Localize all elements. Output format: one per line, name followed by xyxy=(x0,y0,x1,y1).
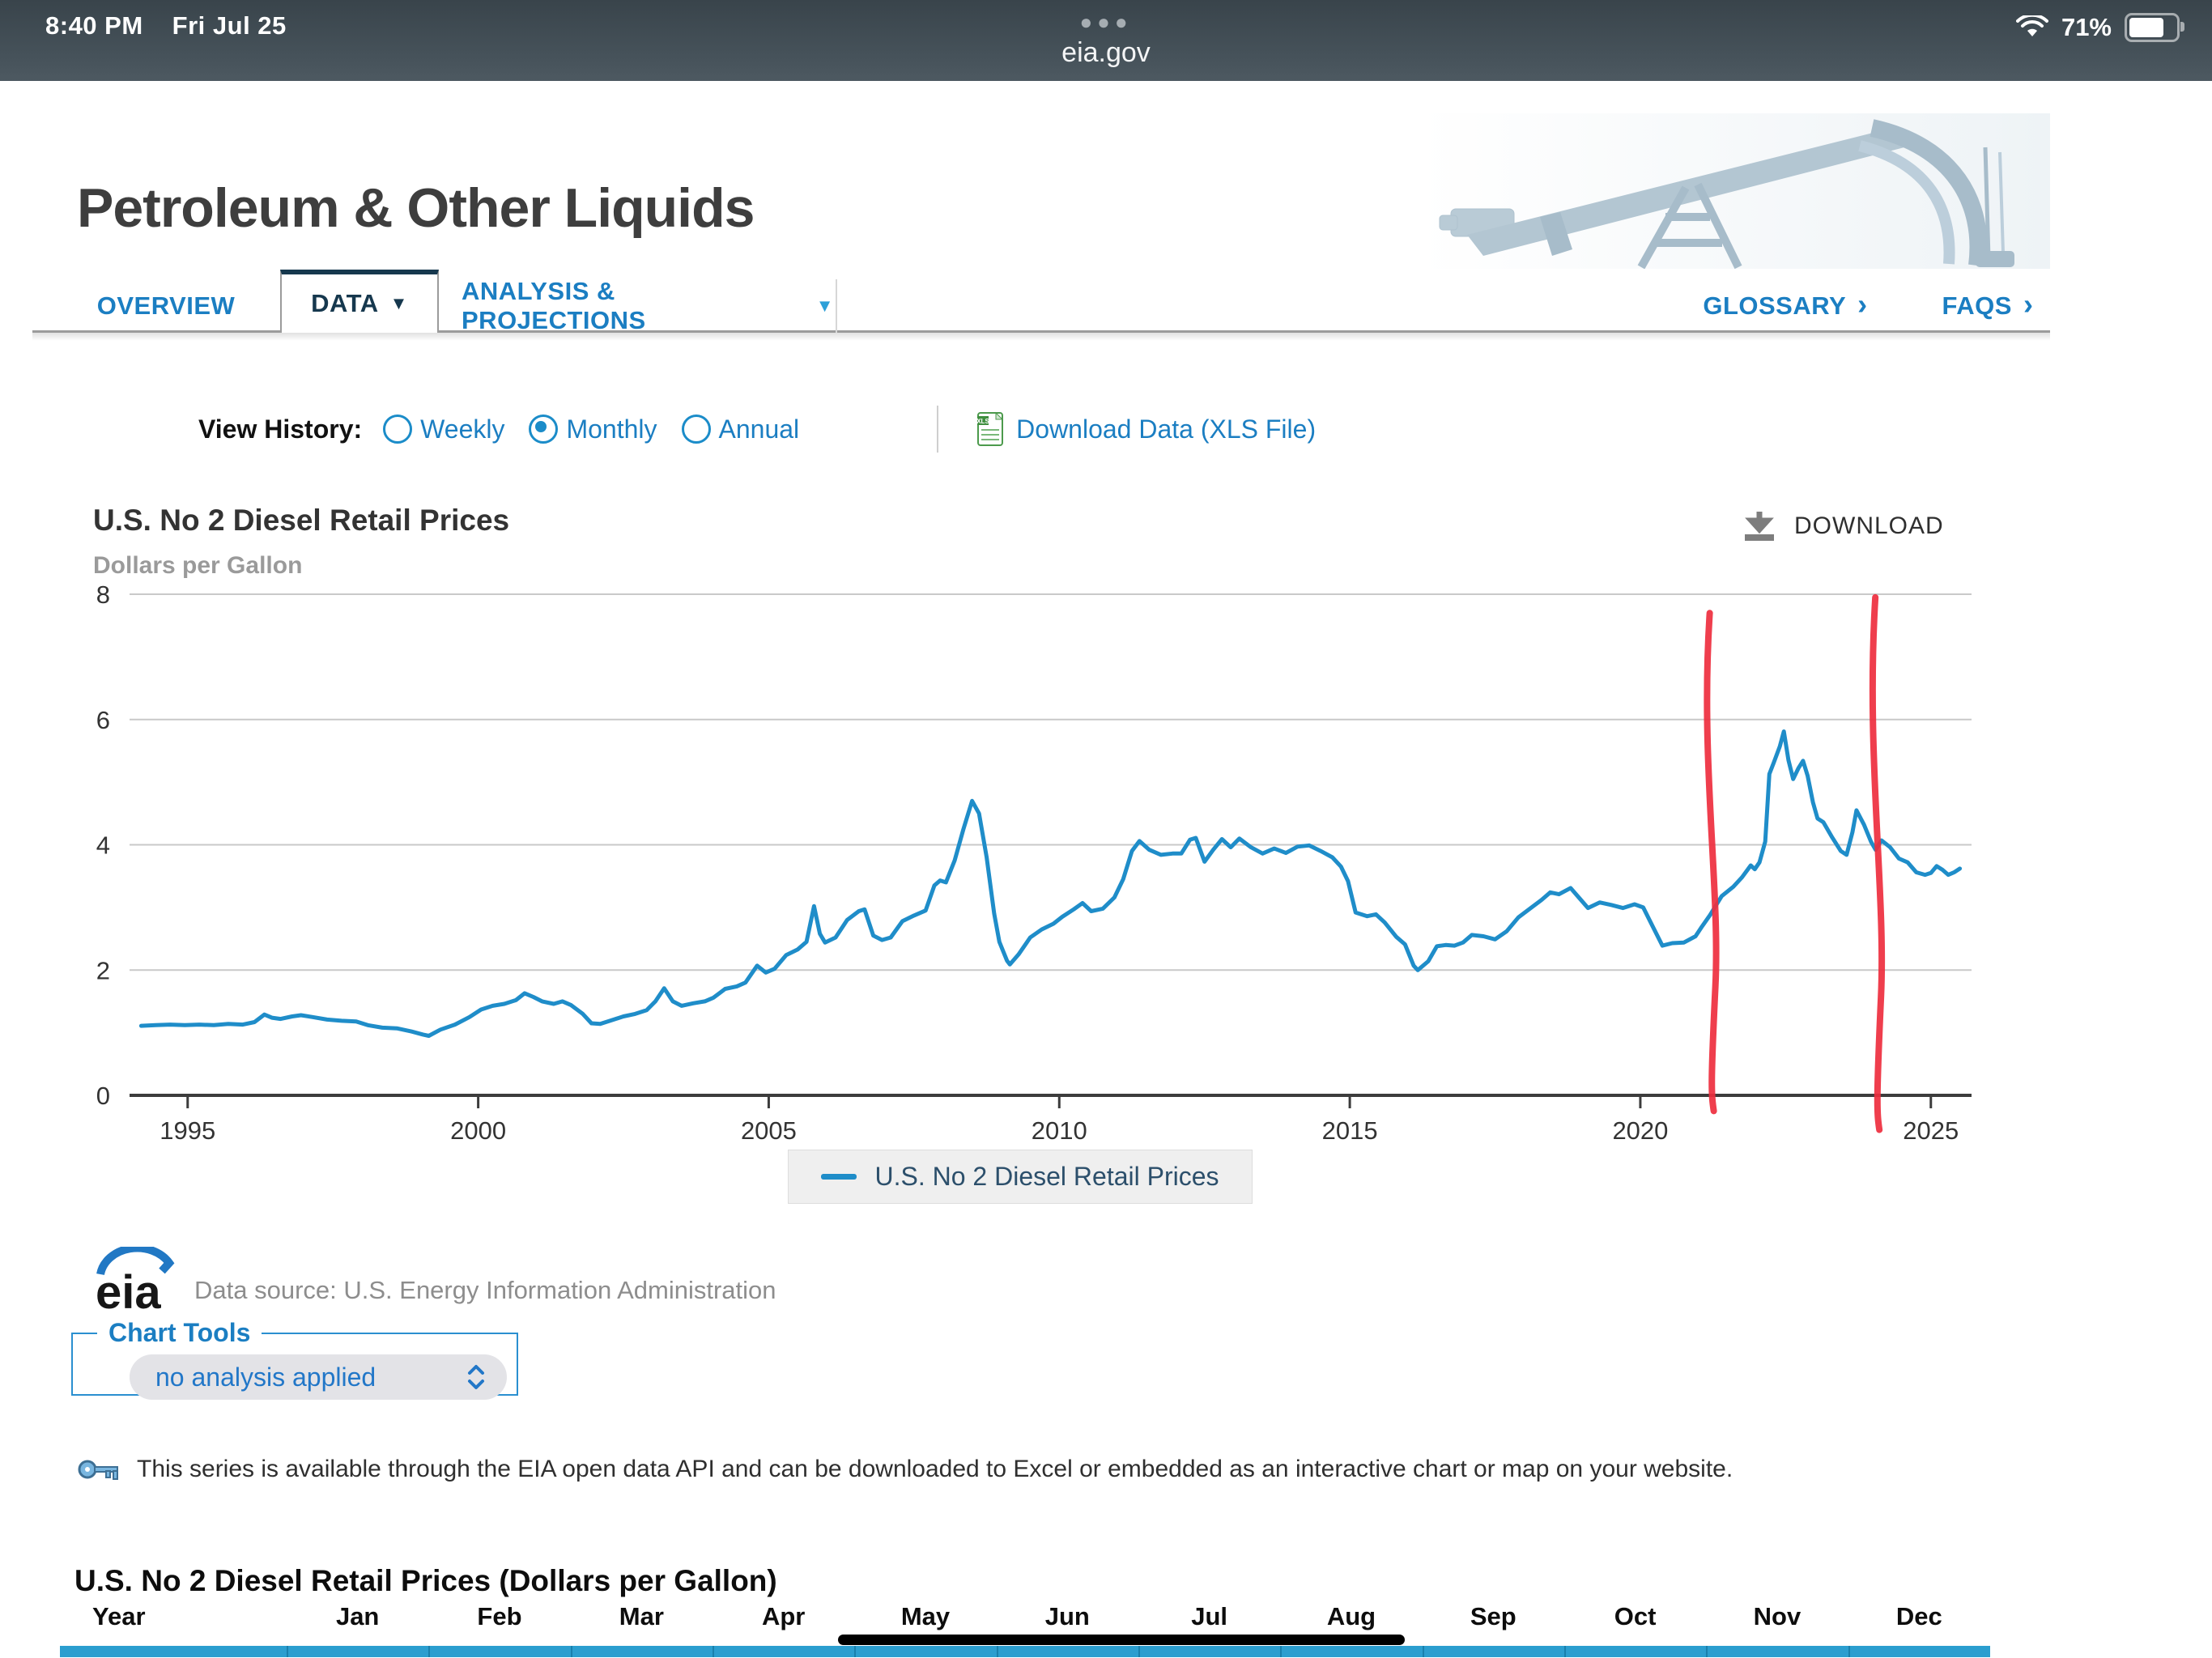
col-header-may: May xyxy=(900,1602,951,1630)
col-header-jun: Jun xyxy=(1044,1602,1090,1630)
y-tick-label: 0 xyxy=(96,1082,110,1110)
chevron-down-icon: ▼ xyxy=(389,293,408,313)
battery-icon xyxy=(2125,13,2184,42)
table-header-underline xyxy=(60,1646,1990,1657)
tab-bar: OVERVIEW DATA ▼ ANALYSIS & PROJECTIONS ▼… xyxy=(32,270,2050,341)
col-header-nov: Nov xyxy=(1753,1602,1802,1630)
col-header-aug: Aug xyxy=(1326,1602,1376,1630)
chart-units-label: Dollars per Gallon xyxy=(93,552,303,579)
link-faqs[interactable]: FAQS › xyxy=(1942,287,2034,321)
xls-file-icon: XLS xyxy=(976,411,1004,446)
x-tick-label: 2000 xyxy=(450,1116,506,1145)
col-header-jan: Jan xyxy=(335,1602,380,1630)
col-header-apr: Apr xyxy=(761,1602,806,1630)
horizontal-scroll-indicator[interactable] xyxy=(838,1635,1405,1645)
x-tick-label: 1995 xyxy=(160,1116,215,1145)
api-note-text: This series is available through the EIA… xyxy=(137,1456,1733,1482)
col-header-sep: Sep xyxy=(1470,1602,1516,1630)
eia-logo[interactable]: eia xyxy=(91,1247,180,1316)
red-annotation-line-2 xyxy=(1869,593,1886,1133)
y-tick-label: 6 xyxy=(96,706,110,734)
api-note-row: This series is available through the EIA… xyxy=(77,1456,1858,1483)
view-history-row: View History: Weekly Monthly Annual XLS … xyxy=(198,403,1316,455)
page-title: Petroleum & Other Liquids xyxy=(77,176,755,239)
tabbar-divider xyxy=(32,330,2050,333)
chart-tools-panel: Chart Tools no analysis applied xyxy=(71,1318,518,1400)
y-tick-label: 8 xyxy=(96,580,110,609)
radio-annual[interactable]: Annual xyxy=(681,414,799,444)
tabbar-shadow xyxy=(32,333,2050,341)
chart-title: U.S. No 2 Diesel Retail Prices xyxy=(93,504,510,537)
select-chevrons-icon xyxy=(468,1365,484,1389)
status-time: 8:40 PM xyxy=(45,11,143,40)
wifi-icon xyxy=(2015,15,2048,36)
table-title: U.S. No 2 Diesel Retail Prices (Dollars … xyxy=(74,1564,777,1597)
x-tick-label: 2025 xyxy=(1903,1116,1959,1145)
diesel-price-line xyxy=(138,729,1963,1038)
chart-legend-row: U.S. No 2 Diesel Retail Prices xyxy=(61,1150,1980,1204)
col-header-mar: Mar xyxy=(619,1602,664,1630)
y-tick-label: 2 xyxy=(96,956,110,984)
radio-weekly[interactable]: Weekly xyxy=(383,414,504,444)
link-glossary[interactable]: GLOSSARY › xyxy=(1703,287,1868,321)
address-bar[interactable]: eia.gov xyxy=(1061,37,1151,68)
y-tick-label: 4 xyxy=(96,831,110,860)
col-header-feb: Feb xyxy=(477,1602,522,1630)
status-bar: 8:40 PM Fri Jul 25 ●●● eia.gov 71% xyxy=(0,0,2212,81)
radio-icon[interactable] xyxy=(383,414,413,444)
legend-label: U.S. No 2 Diesel Retail Prices xyxy=(874,1162,1219,1191)
svg-text:XLS: XLS xyxy=(976,418,989,425)
chart-legend: U.S. No 2 Diesel Retail Prices xyxy=(788,1150,1253,1204)
table-header-row: Year Jan Feb Mar Apr May Jun Jul Aug Sep… xyxy=(60,1598,1990,1635)
tab-separator xyxy=(836,279,837,333)
download-icon xyxy=(1745,512,1774,541)
legend-line-swatch xyxy=(821,1174,857,1180)
tab-overflow-dots-icon[interactable]: ●●● xyxy=(1079,10,1133,34)
chevron-down-icon: ▼ xyxy=(815,295,834,316)
data-source-text: Data source: U.S. Energy Information Adm… xyxy=(194,1276,776,1304)
x-tick-label: 2020 xyxy=(1612,1116,1668,1145)
chart-tools-label: Chart Tools xyxy=(108,1318,251,1347)
view-history-label: View History: xyxy=(198,414,363,444)
pump-jack-image xyxy=(1419,113,2050,269)
red-annotation-line-1 xyxy=(1704,610,1720,1115)
col-header-dec: Dec xyxy=(1895,1602,1942,1630)
x-tick-label: 2010 xyxy=(1032,1116,1087,1145)
svg-text:eia: eia xyxy=(96,1266,161,1316)
radio-monthly[interactable]: Monthly xyxy=(529,414,657,444)
col-header-oct: Oct xyxy=(1614,1602,1657,1630)
x-tick-label: 2005 xyxy=(741,1116,797,1145)
radio-selected-icon[interactable] xyxy=(529,414,559,444)
radio-icon[interactable] xyxy=(681,414,711,444)
tab-overview[interactable]: OVERVIEW xyxy=(96,291,236,320)
status-date: Fri Jul 25 xyxy=(172,11,287,40)
tab-data[interactable]: DATA ▼ xyxy=(280,270,439,333)
battery-percent: 71% xyxy=(2061,13,2112,41)
tab-analysis-projections[interactable]: ANALYSIS & PROJECTIONS ▼ xyxy=(462,277,834,334)
col-header-year: Year xyxy=(92,1602,146,1630)
diesel-price-line-chart[interactable]: 0 2 4 6 8 1995 2000 2005 2010 2015 2020 2025 xyxy=(61,579,1980,1146)
col-header-jul: Jul xyxy=(1191,1602,1228,1630)
x-tick-label: 2015 xyxy=(1322,1116,1378,1145)
api-key-icon xyxy=(78,1460,118,1480)
chart-download-button[interactable]: DOWNLOAD xyxy=(1742,510,1944,542)
divider xyxy=(937,406,939,453)
download-xls-link[interactable]: XLS Download Data (XLS File) xyxy=(976,411,1316,447)
analysis-select[interactable]: no analysis applied xyxy=(130,1354,507,1400)
